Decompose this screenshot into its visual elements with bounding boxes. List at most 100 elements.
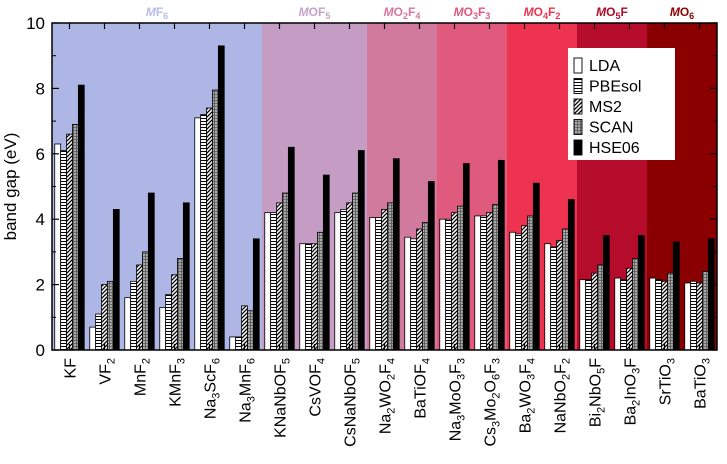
bar-BaTiOF4-HSE06 — [427, 181, 435, 351]
category-label-Na3ScF6: Na3ScF6 — [203, 358, 223, 419]
bar-CsVOF4-MS2 — [311, 243, 318, 351]
bar-MnF2-SCAN — [142, 251, 149, 351]
bar-Na3MoO3F3-LDA — [439, 218, 447, 351]
bar-VF2-LDA — [89, 326, 97, 351]
bar-Cs3Mo2O6F3-SCAN — [492, 204, 499, 351]
bar-Na3MoO3F3-MS2 — [451, 212, 458, 351]
ytick-label: 2 — [36, 276, 45, 295]
bar-Na3MnF6-LDA — [229, 336, 237, 351]
bar-KNaNbOF5-HSE06 — [287, 146, 295, 351]
bar-CsNaNbOF5-PBEsol — [340, 208, 347, 351]
category-label-NaNbO2F2: NaNbO2F2 — [553, 358, 573, 433]
bar-BaTiOF4-SCAN — [422, 222, 429, 351]
bar-BaTiO3-HSE06 — [707, 238, 715, 351]
bar-SrTiO3-SCAN — [667, 272, 674, 351]
bar-MnF2-PBEsol — [130, 280, 137, 351]
bar-Bi2NbO5F-LDA — [579, 279, 587, 351]
category-label-Na3MnF6: Na3MnF6 — [238, 358, 258, 423]
bar-CsNaNbOF5-MS2 — [346, 202, 353, 351]
bar-Na3MoO3F3-HSE06 — [462, 163, 470, 351]
bar-KMnF3-SCAN — [177, 258, 184, 351]
category-label-SrTiO3: SrTiO3 — [658, 358, 678, 405]
bar-CsVOF4-LDA — [299, 243, 307, 351]
bar-KNaNbOF5-MS2 — [276, 202, 283, 351]
bar-BaTiO3-MS2 — [696, 282, 703, 351]
bar-CsVOF4-SCAN — [317, 231, 324, 351]
category-label-Bi2NbO5F: Bi2NbO5F — [588, 358, 608, 427]
bar-Ba2InO3F-SCAN — [632, 258, 639, 351]
ytick-label: 8 — [36, 79, 45, 98]
legend-label-PBEsol: PBEsol — [589, 79, 641, 96]
bar-NaNbO2F2-HSE06 — [567, 199, 575, 351]
bar-Ba2WO3F4-MS2 — [521, 225, 528, 351]
bar-KNaNbOF5-LDA — [264, 212, 272, 351]
bar-KF-PBEsol — [60, 150, 67, 351]
bar-Na3ScF6-LDA — [194, 117, 202, 351]
bar-Na3MnF6-HSE06 — [252, 238, 260, 351]
legend-swatch-LDA — [573, 57, 583, 74]
legend-swatch-HSE06 — [573, 139, 583, 156]
ytick-label: 0 — [36, 341, 45, 360]
bar-MnF2-MS2 — [136, 264, 143, 351]
bar-KMnF3-PBEsol — [165, 294, 172, 351]
bar-VF2-SCAN — [107, 280, 114, 351]
bar-BaTiOF4-PBEsol — [410, 238, 417, 351]
bar-Ba2InO3F-HSE06 — [637, 235, 645, 351]
bar-Na2WO2F4-PBEsol — [375, 217, 382, 351]
legend-swatch-PBEsol — [573, 78, 583, 94]
legend-label-SCAN: SCAN — [589, 120, 633, 137]
bar-SrTiO3-LDA — [649, 277, 657, 351]
bar-Na3ScF6-HSE06 — [217, 45, 225, 351]
bar-CsNaNbOF5-SCAN — [352, 192, 359, 351]
bar-Cs3Mo2O6F3-PBEsol — [480, 215, 487, 351]
bar-Cs3Mo2O6F3-MS2 — [486, 212, 493, 351]
legend-swatch-SCAN — [573, 119, 583, 135]
bar-MnF2-HSE06 — [147, 192, 155, 351]
bar-KF-SCAN — [72, 123, 79, 351]
group-label-MF6: MF6 — [146, 5, 168, 21]
bar-Bi2NbO5F-SCAN — [597, 264, 604, 351]
bar-KF-LDA — [54, 143, 62, 351]
legend-label-MS2: MS2 — [589, 99, 622, 116]
bar-KMnF3-MS2 — [171, 274, 178, 351]
bar-BaTiO3-LDA — [684, 282, 692, 351]
group-label-MOF5: MOF5 — [299, 5, 331, 21]
ytick-label: 10 — [26, 14, 45, 33]
bar-Na3MnF6-SCAN — [247, 310, 254, 351]
bar-Na3MnF6-PBEsol — [235, 336, 242, 351]
group-label-MO5F: MO5F — [596, 5, 628, 21]
category-label-Na3MoO3F3: Na3MoO3F3 — [448, 358, 468, 441]
group-band-MF6 — [52, 23, 262, 350]
category-label-MnF2: MnF2 — [133, 358, 153, 396]
category-label-KF: KF — [63, 358, 80, 379]
bar-BaTiO3-PBEsol — [690, 280, 697, 351]
bar-Na3ScF6-MS2 — [206, 107, 213, 351]
bar-MnF2-LDA — [124, 297, 132, 351]
category-label-CsVOF4: CsVOF4 — [308, 358, 328, 417]
bar-Na3ScF6-PBEsol — [200, 114, 207, 351]
legend-box — [568, 48, 675, 160]
category-label-BaTiO3: BaTiO3 — [693, 358, 713, 409]
bar-NaNbO2F2-MS2 — [556, 240, 563, 351]
bar-NaNbO2F2-PBEsol — [550, 246, 557, 351]
bar-KMnF3-LDA — [159, 307, 167, 351]
bar-KNaNbOF5-PBEsol — [270, 212, 277, 351]
category-label-Cs3Mo2O6F3: Cs3Mo2O6F3 — [483, 358, 503, 447]
y-axis-label: band gap (eV) — [1, 133, 20, 241]
bar-KNaNbOF5-SCAN — [282, 192, 289, 351]
bar-Na2WO2F4-SCAN — [387, 202, 394, 351]
group-label-MO4F2: MO4F2 — [524, 5, 561, 21]
bar-Ba2InO3F-MS2 — [626, 267, 633, 351]
bar-Na3MoO3F3-PBEsol — [445, 218, 452, 351]
legend-swatch-MS2 — [573, 98, 583, 115]
legend-label-LDA: LDA — [589, 58, 620, 75]
category-label-KMnF3: KMnF3 — [168, 358, 188, 407]
bar-Na3MoO3F3-SCAN — [457, 205, 464, 351]
bar-CsVOF4-HSE06 — [322, 174, 330, 351]
bar-BaTiOF4-LDA — [404, 236, 412, 351]
group-label-MO2F4: MO2F4 — [384, 5, 421, 21]
bar-SrTiO3-HSE06 — [672, 241, 680, 351]
group-label-MO3F3: MO3F3 — [454, 5, 491, 21]
bar-SrTiO3-MS2 — [661, 280, 668, 351]
